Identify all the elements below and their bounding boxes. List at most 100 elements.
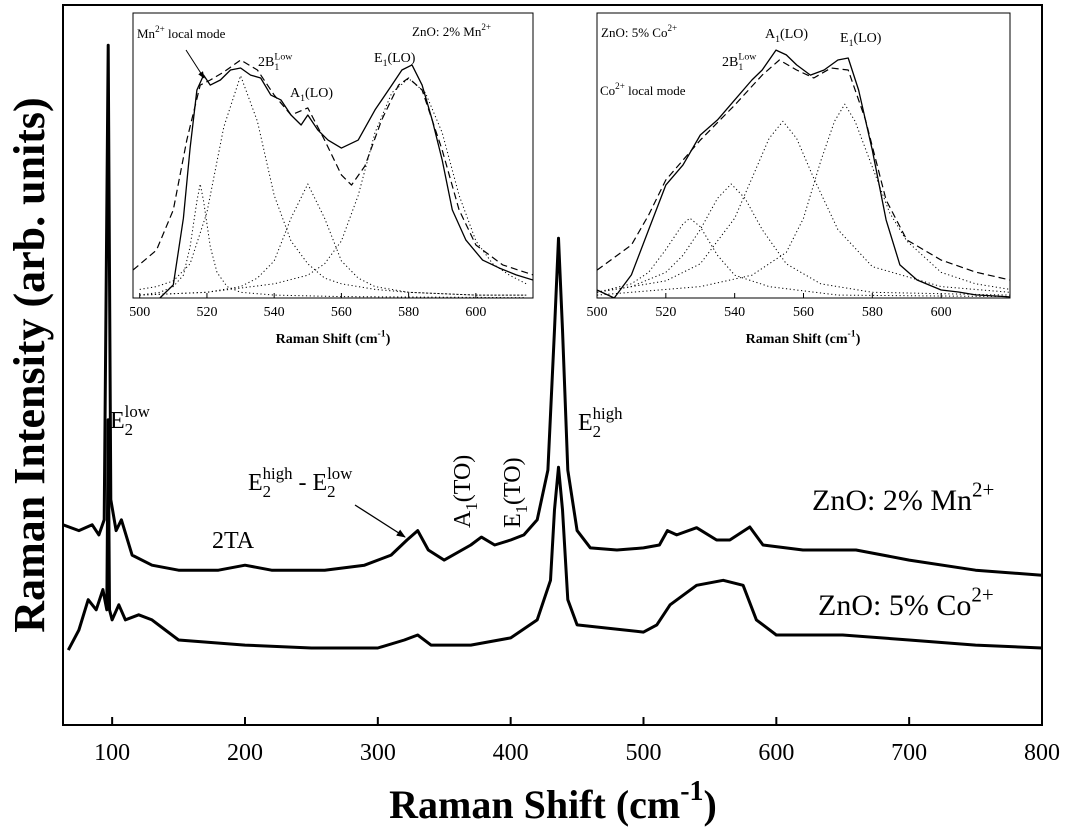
text-part: ZnO: 5% Co [601,25,667,40]
text-part: 2B [722,55,738,70]
text-part: (LO) [780,27,808,42]
text-part: 2B [258,55,274,70]
x-tick-label: 500 [625,740,661,766]
x-tick-label: 100 [94,740,130,766]
text-part: Raman Shift (cm [276,332,378,347]
data-line [597,59,1010,281]
text-part: E [248,470,263,496]
text-sub: 2 [125,420,133,439]
text-sup: Low [738,52,757,63]
data-line [133,59,533,276]
annotation: 2B1Low [722,52,757,73]
text-sub: 1 [512,505,531,513]
text-part: (TO) [450,455,476,503]
x-axis-label: Raman Shift (cm-1) [276,329,391,347]
text-sub: 1 [462,502,481,510]
text-part: (LO) [387,51,415,66]
annotation: E2high - E2low [248,464,353,501]
text-part: ZnO: 5% Co [818,589,971,622]
annotation: ZnO: 5% Co2+ [601,23,677,40]
text-sub: 1 [738,62,743,73]
text-sub: 2 [327,482,335,501]
x-tick-label: 580 [862,305,883,320]
series-label: ZnO: 5% Co2+ [818,583,994,623]
text-part: ) [386,332,391,347]
text-sup: 2+ [972,478,994,502]
annotation: 2TA [212,528,255,554]
data-line [63,43,1042,577]
text-sup: -1 [680,776,703,807]
text-part: ) [856,332,861,347]
x-tick-label: 560 [331,305,352,320]
text-part: ) [704,782,717,827]
text-part: Co [600,83,615,98]
text-part: E [500,513,526,528]
plot-frame [596,12,1011,299]
text-part: E [578,410,593,436]
x-tick-label: 600 [758,740,794,766]
text-sup: 2+ [481,22,491,32]
text-part: A [765,27,776,42]
arrow [354,504,406,538]
text-sup: 2+ [971,583,993,607]
data-line [597,120,1010,293]
text-sub: 1 [775,34,780,45]
x-tick-label: 200 [227,740,263,766]
text-part: Raman Shift (cm [746,332,848,347]
x-tick-label: 500 [587,305,608,320]
text-part: (LO) [305,86,333,101]
data-line [66,418,1042,651]
text-part: A [450,510,476,528]
text-sup: 2+ [615,81,625,91]
annotation: A1(LO) [765,27,808,45]
plot-frame [132,12,534,299]
x-tick-label: 540 [724,305,745,320]
text-part: E [840,31,849,46]
x-tick-label: 400 [493,740,529,766]
data-line [139,78,527,296]
x-tick-label: 520 [655,305,676,320]
text-sub: 1 [849,38,854,49]
annotation: A1(TO) [450,455,481,528]
x-tick-label: 600 [931,305,952,320]
x-tick-label: 300 [360,740,396,766]
data-line [139,183,527,296]
x-tick-label: 500 [129,305,150,320]
data-line [597,103,1010,296]
text-part: (TO) [500,457,526,505]
annotation: 2B1Low [258,52,293,73]
text-sup: 2+ [667,23,677,33]
text-part: E [110,408,125,434]
data-line [597,183,1010,296]
text-sup: Low [274,52,293,63]
text-part: Mn [137,26,156,41]
text-part: 2TA [212,528,255,554]
text-sup: high [263,464,293,483]
x-axis-label: Raman Shift (cm-1) [389,776,717,827]
annotation: E1(LO) [840,31,882,49]
data-line [139,75,527,296]
x-tick-label: 800 [1024,740,1060,766]
data-line [597,49,1010,298]
x-tick-label: 600 [465,305,486,320]
text-sub: 1 [300,93,305,104]
text-sup: low [327,464,353,483]
text-part: local mode [165,26,226,41]
text-sub: 2 [263,482,271,501]
text-part: ZnO: 2% Mn [812,484,972,517]
annotation: E2low [110,402,151,439]
x-tick-label: 540 [264,305,285,320]
text-sub: 1 [274,62,279,73]
annotation: ZnO: 2% Mn2+ [412,22,491,39]
text-sup: -1 [848,329,856,340]
text-sub: 1 [383,58,388,69]
annotation: Co2+ local mode [600,81,686,98]
y-axis-label: Raman Intensity (arb. units) [5,97,54,632]
x-tick-label: 560 [793,305,814,320]
text-sup: 2+ [155,24,165,34]
annotation: A1(LO) [290,86,333,104]
data-line [139,183,527,298]
series-label: ZnO: 2% Mn2+ [812,478,994,518]
